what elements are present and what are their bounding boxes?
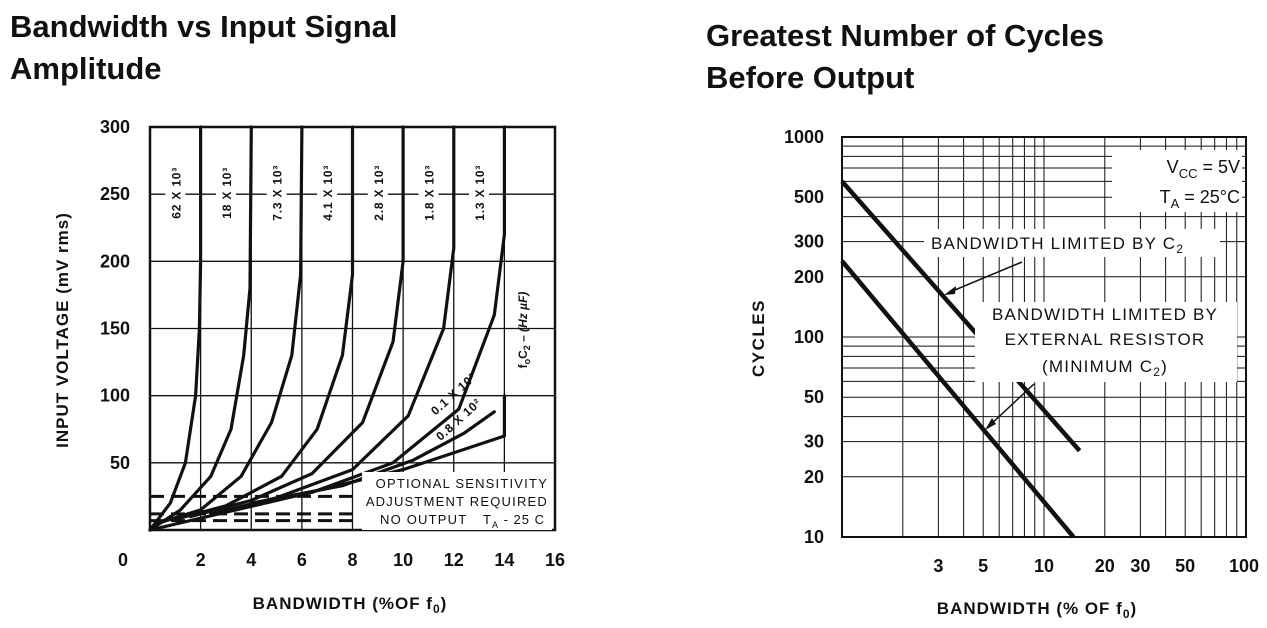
right-x-tick: 30 <box>1130 556 1150 576</box>
right-plot-frame <box>841 136 1247 538</box>
left-y-axis-label: INPUT VOLTAGE (mV rms) <box>53 212 72 448</box>
conditions-box <box>1112 150 1242 212</box>
external-resistor-line-2: EXTERNAL RESISTOR <box>1005 330 1206 349</box>
left-y-tick: 50 <box>110 453 130 473</box>
left-y-tick: 300 <box>100 117 130 137</box>
left-curve-label: 1.3 X 10³ <box>473 165 487 221</box>
no-output-label: NO OUTPUT <box>380 512 467 527</box>
right-y-tick: 50 <box>804 387 824 407</box>
external-resistor-line-1: BANDWIDTH LIMITED BY <box>992 305 1218 324</box>
right-y-tick-labels: 10 20 30 50 100 200 300 500 1000 <box>784 127 824 547</box>
external-resistor-line-3: (MINIMUM C2) <box>1042 357 1168 379</box>
left-curve-label: 18 X 10³ <box>220 167 234 219</box>
limited-c2-label: BANDWIDTH LIMITED BY C2 <box>931 234 1184 256</box>
left-curve-label-bg <box>367 146 388 239</box>
left-curve-label: 2.8 X 10³ <box>372 165 386 221</box>
left-y-tick: 100 <box>100 386 130 406</box>
left-x-tick: 14 <box>494 550 514 570</box>
left-curve-label: 1.8 X 10³ <box>422 165 436 221</box>
limited-c2-arrowhead <box>944 286 956 295</box>
left-curve <box>148 125 203 532</box>
left-curve-label-bg <box>317 146 338 239</box>
left-curve-label-bg <box>266 146 287 239</box>
right-y-tick: 10 <box>804 527 824 547</box>
right-chart: 3 5 10 20 30 50 100 10 20 30 50 100 200 300 500 1000 B… <box>749 127 1259 621</box>
vcc-label: VCC = 5V <box>1167 157 1240 181</box>
left-curve-label: 62 X 10³ <box>169 167 183 219</box>
external-resistor-box <box>975 302 1237 382</box>
right-x-tick: 100 <box>1229 556 1259 576</box>
left-x-tick: 12 <box>444 550 464 570</box>
left-x-tick: 10 <box>393 550 413 570</box>
left-x-tick: 4 <box>246 550 256 570</box>
right-y-axis-label: CYCLES <box>749 299 768 377</box>
left-curve <box>188 125 405 519</box>
left-y-tick-labels: 50 100 150 200 250 300 <box>100 117 130 473</box>
left-curve-label-bg <box>418 146 439 239</box>
right-ta-label: TA = 25°C <box>1160 187 1240 211</box>
left-annotation-box <box>362 472 552 530</box>
right-x-tick: 20 <box>1095 556 1115 576</box>
left-curve <box>156 125 304 525</box>
right-y-tick: 20 <box>804 467 824 487</box>
left-x-tick: 0 <box>118 550 128 570</box>
limited-c2-pointer <box>949 261 1023 293</box>
left-y-tick: 150 <box>100 319 130 339</box>
left-curves <box>148 125 506 532</box>
left-chart-title: Bandwidth vs Input Signal Amplitude <box>10 6 570 90</box>
adjustment-required-label: ADJUSTMENT REQUIRED <box>366 494 548 509</box>
left-curve <box>148 125 253 532</box>
foc2-label: foC2 – (Hz µF) <box>516 292 532 369</box>
external-resistor-pointer <box>989 383 1035 426</box>
right-y-tick: 1000 <box>784 127 824 147</box>
left-curve <box>148 394 506 532</box>
left-curve-label-bg <box>165 146 186 239</box>
right-chart-title: Greatest Number of Cycles Before Output <box>706 15 1246 99</box>
right-x-tick: 5 <box>978 556 988 576</box>
right-y-tick: 100 <box>794 327 824 347</box>
right-title-line-1: Greatest Number of Cycles <box>706 18 1104 53</box>
right-x-axis-label: BANDWIDTH (% OF f0) <box>937 599 1137 621</box>
left-plot-frame <box>148 125 557 532</box>
left-x-tick: 2 <box>196 550 206 570</box>
right-title-line-2: Before Output <box>706 60 915 95</box>
left-chart: 0 2 4 6 8 10 12 14 16 50 100 150 200 250 300 62 X 10³… <box>53 117 565 616</box>
left-ta-label: TA - 25 C <box>483 512 545 530</box>
limited-c2-box <box>924 229 1220 257</box>
left-y-tick: 200 <box>100 251 130 271</box>
right-x-tick: 50 <box>1175 556 1195 576</box>
left-curve-label-bg <box>469 146 490 239</box>
left-curve-label-bg <box>215 146 236 239</box>
left-curve-label: 4.1 X 10³ <box>321 165 335 221</box>
left-x-tick: 8 <box>347 550 357 570</box>
left-curve-label: 7.3 X 10³ <box>271 165 285 221</box>
right-x-tick-labels: 3 5 10 20 30 50 100 <box>933 556 1259 576</box>
right-y-tick: 30 <box>804 432 824 452</box>
external-resistor-arrowhead <box>985 418 996 430</box>
right-x-tick: 3 <box>933 556 943 576</box>
right-y-tick: 300 <box>794 232 824 252</box>
right-series-line <box>840 179 1082 453</box>
left-title-line-1: Bandwidth vs Input Signal <box>10 9 398 44</box>
left-y-tick: 250 <box>100 184 130 204</box>
right-y-tick: 500 <box>794 187 824 207</box>
left-x-tick: 6 <box>297 550 307 570</box>
right-lines <box>840 179 1082 539</box>
optional-sensitivity-label: OPTIONAL SENSITIVITY <box>376 476 548 491</box>
left-x-axis-label: BANDWIDTH (%OF f0) <box>253 594 448 616</box>
left-x-tick: 16 <box>545 550 565 570</box>
right-series-line <box>840 259 1076 539</box>
left-x-tick-labels: 0 2 4 6 8 10 12 14 16 <box>118 550 565 570</box>
right-y-tick: 200 <box>794 267 824 287</box>
right-x-tick: 10 <box>1034 556 1054 576</box>
left-title-line-2: Amplitude <box>10 51 162 86</box>
